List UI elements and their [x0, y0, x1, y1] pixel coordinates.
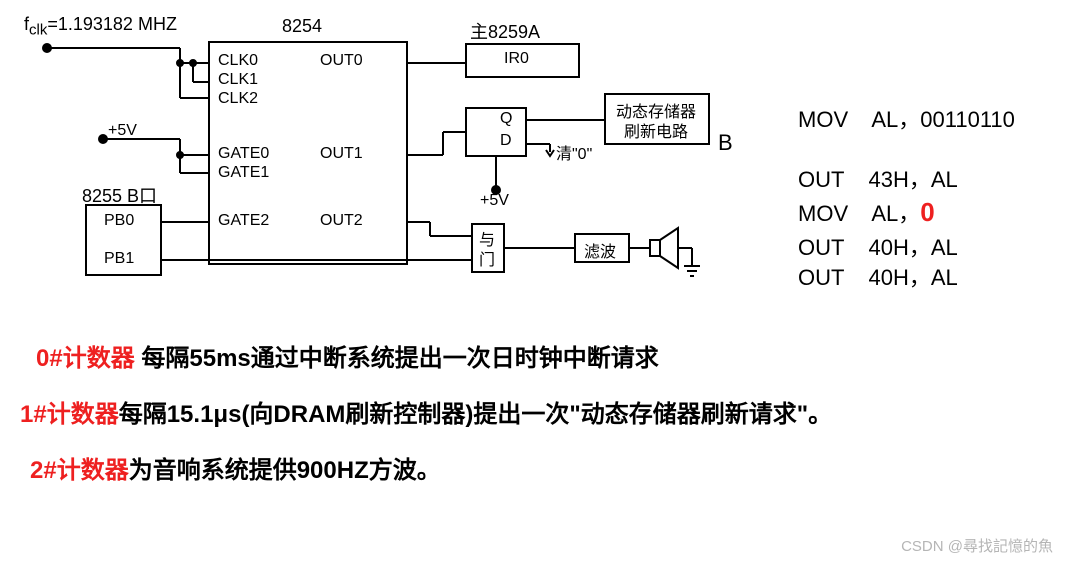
and-line2: 门 [479, 246, 495, 270]
note-1: 1#计数器每隔15.1μs(向DRAM刷新控制器)提出一次"动态存储器刷新请求"… [20, 394, 832, 429]
pin-pb1: PB1 [104, 250, 134, 268]
chip-8255-title: 8255 B口 [82, 182, 157, 208]
plus5v-top: +5V [108, 122, 137, 140]
pin-gate0: GATE0 [218, 145, 269, 163]
plus5v-mid: +5V [480, 192, 509, 210]
dff-clear: 清"0" [556, 140, 592, 164]
asm-line-5: OUT 40H，AL [798, 260, 958, 292]
chip-8259-title: 主8259A [470, 18, 540, 44]
pin-ir0: IR0 [504, 50, 529, 68]
pin-out0: OUT0 [320, 52, 363, 70]
dram-tag: B [718, 130, 733, 156]
asm-line-4: OUT 40H，AL [798, 230, 958, 262]
pin-out1: OUT1 [320, 145, 363, 163]
pin-pb0: PB0 [104, 212, 134, 230]
note-2: 2#计数器为音响系统提供900HZ方波。 [30, 450, 441, 485]
watermark: CSDN @尋找記憶的魚 [901, 535, 1053, 556]
pin-clk2: CLK2 [218, 90, 258, 108]
chip-8254-title: 8254 [282, 16, 322, 37]
filter-label: 滤波 [584, 238, 616, 262]
pin-gate2: GATE2 [218, 212, 269, 230]
pin-clk0: CLK0 [218, 52, 258, 70]
asm-line-2: OUT 43H，AL [798, 162, 958, 194]
asm-line-3: MOV AL，0 [798, 196, 935, 228]
pin-clk1: CLK1 [218, 71, 258, 89]
note-0: 0#计数器 每隔55ms通过中断系统提出一次日时钟中断请求 [36, 338, 659, 373]
dram-line2: 刷新电路 [624, 118, 688, 142]
asm-line-1: MOV AL，00110110 [798, 102, 1015, 134]
pin-out2: OUT2 [320, 212, 363, 230]
pin-gate1: GATE1 [218, 164, 269, 182]
fclk-label: fclk=1.193182 MHZ [24, 14, 177, 39]
dff-d: D [500, 132, 512, 150]
dff-q: Q [500, 110, 512, 128]
